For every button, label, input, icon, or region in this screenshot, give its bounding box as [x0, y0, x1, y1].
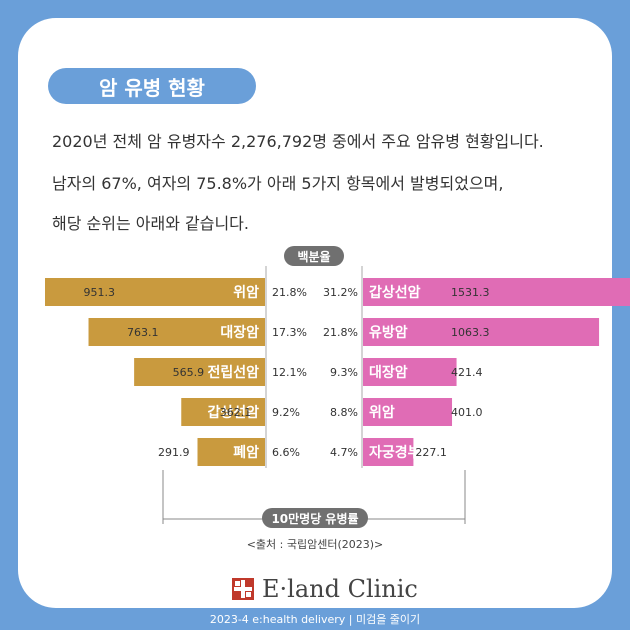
clinic-logo-icon [232, 578, 254, 600]
bar-right-4 [363, 398, 453, 426]
value-left-2: 763.1 [127, 326, 159, 339]
value-right-5: 227.1 [415, 446, 447, 459]
percent-right-3: 9.3% [330, 366, 358, 379]
category-left-4: 갑상선암 [207, 404, 259, 421]
bar-right-2 [363, 318, 600, 346]
value-right-4: 401.0 [451, 406, 483, 419]
value-left-1: 951.3 [84, 286, 116, 299]
intro-line-2: 남자의 67%, 여자의 75.8%가 아래 5가지 항목에서 발병되었으며, [52, 174, 504, 193]
category-right-4: 위암 [369, 404, 395, 421]
percent-left-5: 6.6% [272, 446, 300, 459]
bar-right-3 [363, 358, 457, 386]
bar-left-2 [88, 318, 266, 346]
category-right-3: 대장암 [369, 364, 408, 381]
value-right-3: 421.4 [451, 366, 483, 379]
brand-logo: E·land Clinic [232, 574, 418, 604]
bar-left-5 [197, 438, 265, 466]
intro-line-3: 해당 순위는 아래와 같습니다. [52, 214, 249, 233]
category-left-2: 대장암 [220, 324, 259, 341]
percent-left-3: 12.1% [272, 366, 307, 379]
percent-right-1: 31.2% [323, 286, 358, 299]
brand-name: E·land Clinic [262, 575, 418, 603]
percent-right-4: 8.8% [330, 406, 358, 419]
value-left-5: 291.9 [158, 446, 190, 459]
percent-left-1: 21.8% [272, 286, 307, 299]
percent-left-4: 9.2% [272, 406, 300, 419]
source-note: <출처 : 국립암센터(2023)> [246, 538, 384, 551]
value-right-1: 1531.3 [451, 286, 490, 299]
bar-right-1 [363, 278, 630, 306]
footer-text: 2023-4 e:health delivery | 미검을 줄이기 [209, 613, 421, 626]
page-title: 암 유병 현황 [48, 68, 256, 104]
value-left-3: 565.9 [173, 366, 205, 379]
bar-left-4 [181, 398, 265, 426]
percent-right-5: 4.7% [330, 446, 358, 459]
bar-left-1 [45, 278, 265, 306]
category-left-3: 전립선암 [207, 364, 259, 381]
value-right-2: 1063.3 [451, 326, 490, 339]
percent-right-2: 21.8% [323, 326, 358, 339]
category-right-2: 유방암 [369, 324, 408, 341]
category-right-1: 갑상선암 [369, 284, 421, 301]
value-left-4: 362.1 [220, 406, 252, 419]
bar-right-5 [363, 438, 414, 466]
category-left-5: 폐암 [233, 444, 259, 461]
percent-left-2: 17.3% [272, 326, 307, 339]
category-left-1: 위암 [233, 284, 259, 301]
bar-left-3 [134, 358, 265, 386]
percent-pill: 백분율 [284, 246, 344, 266]
category-right-5: 자궁경부암 [369, 444, 434, 461]
intro-line-1: 2020년 전체 암 유병자수 2,276,792명 중에서 주요 암유병 현황… [52, 132, 544, 151]
rate-pill: 10만명당 유병률 [262, 508, 368, 528]
